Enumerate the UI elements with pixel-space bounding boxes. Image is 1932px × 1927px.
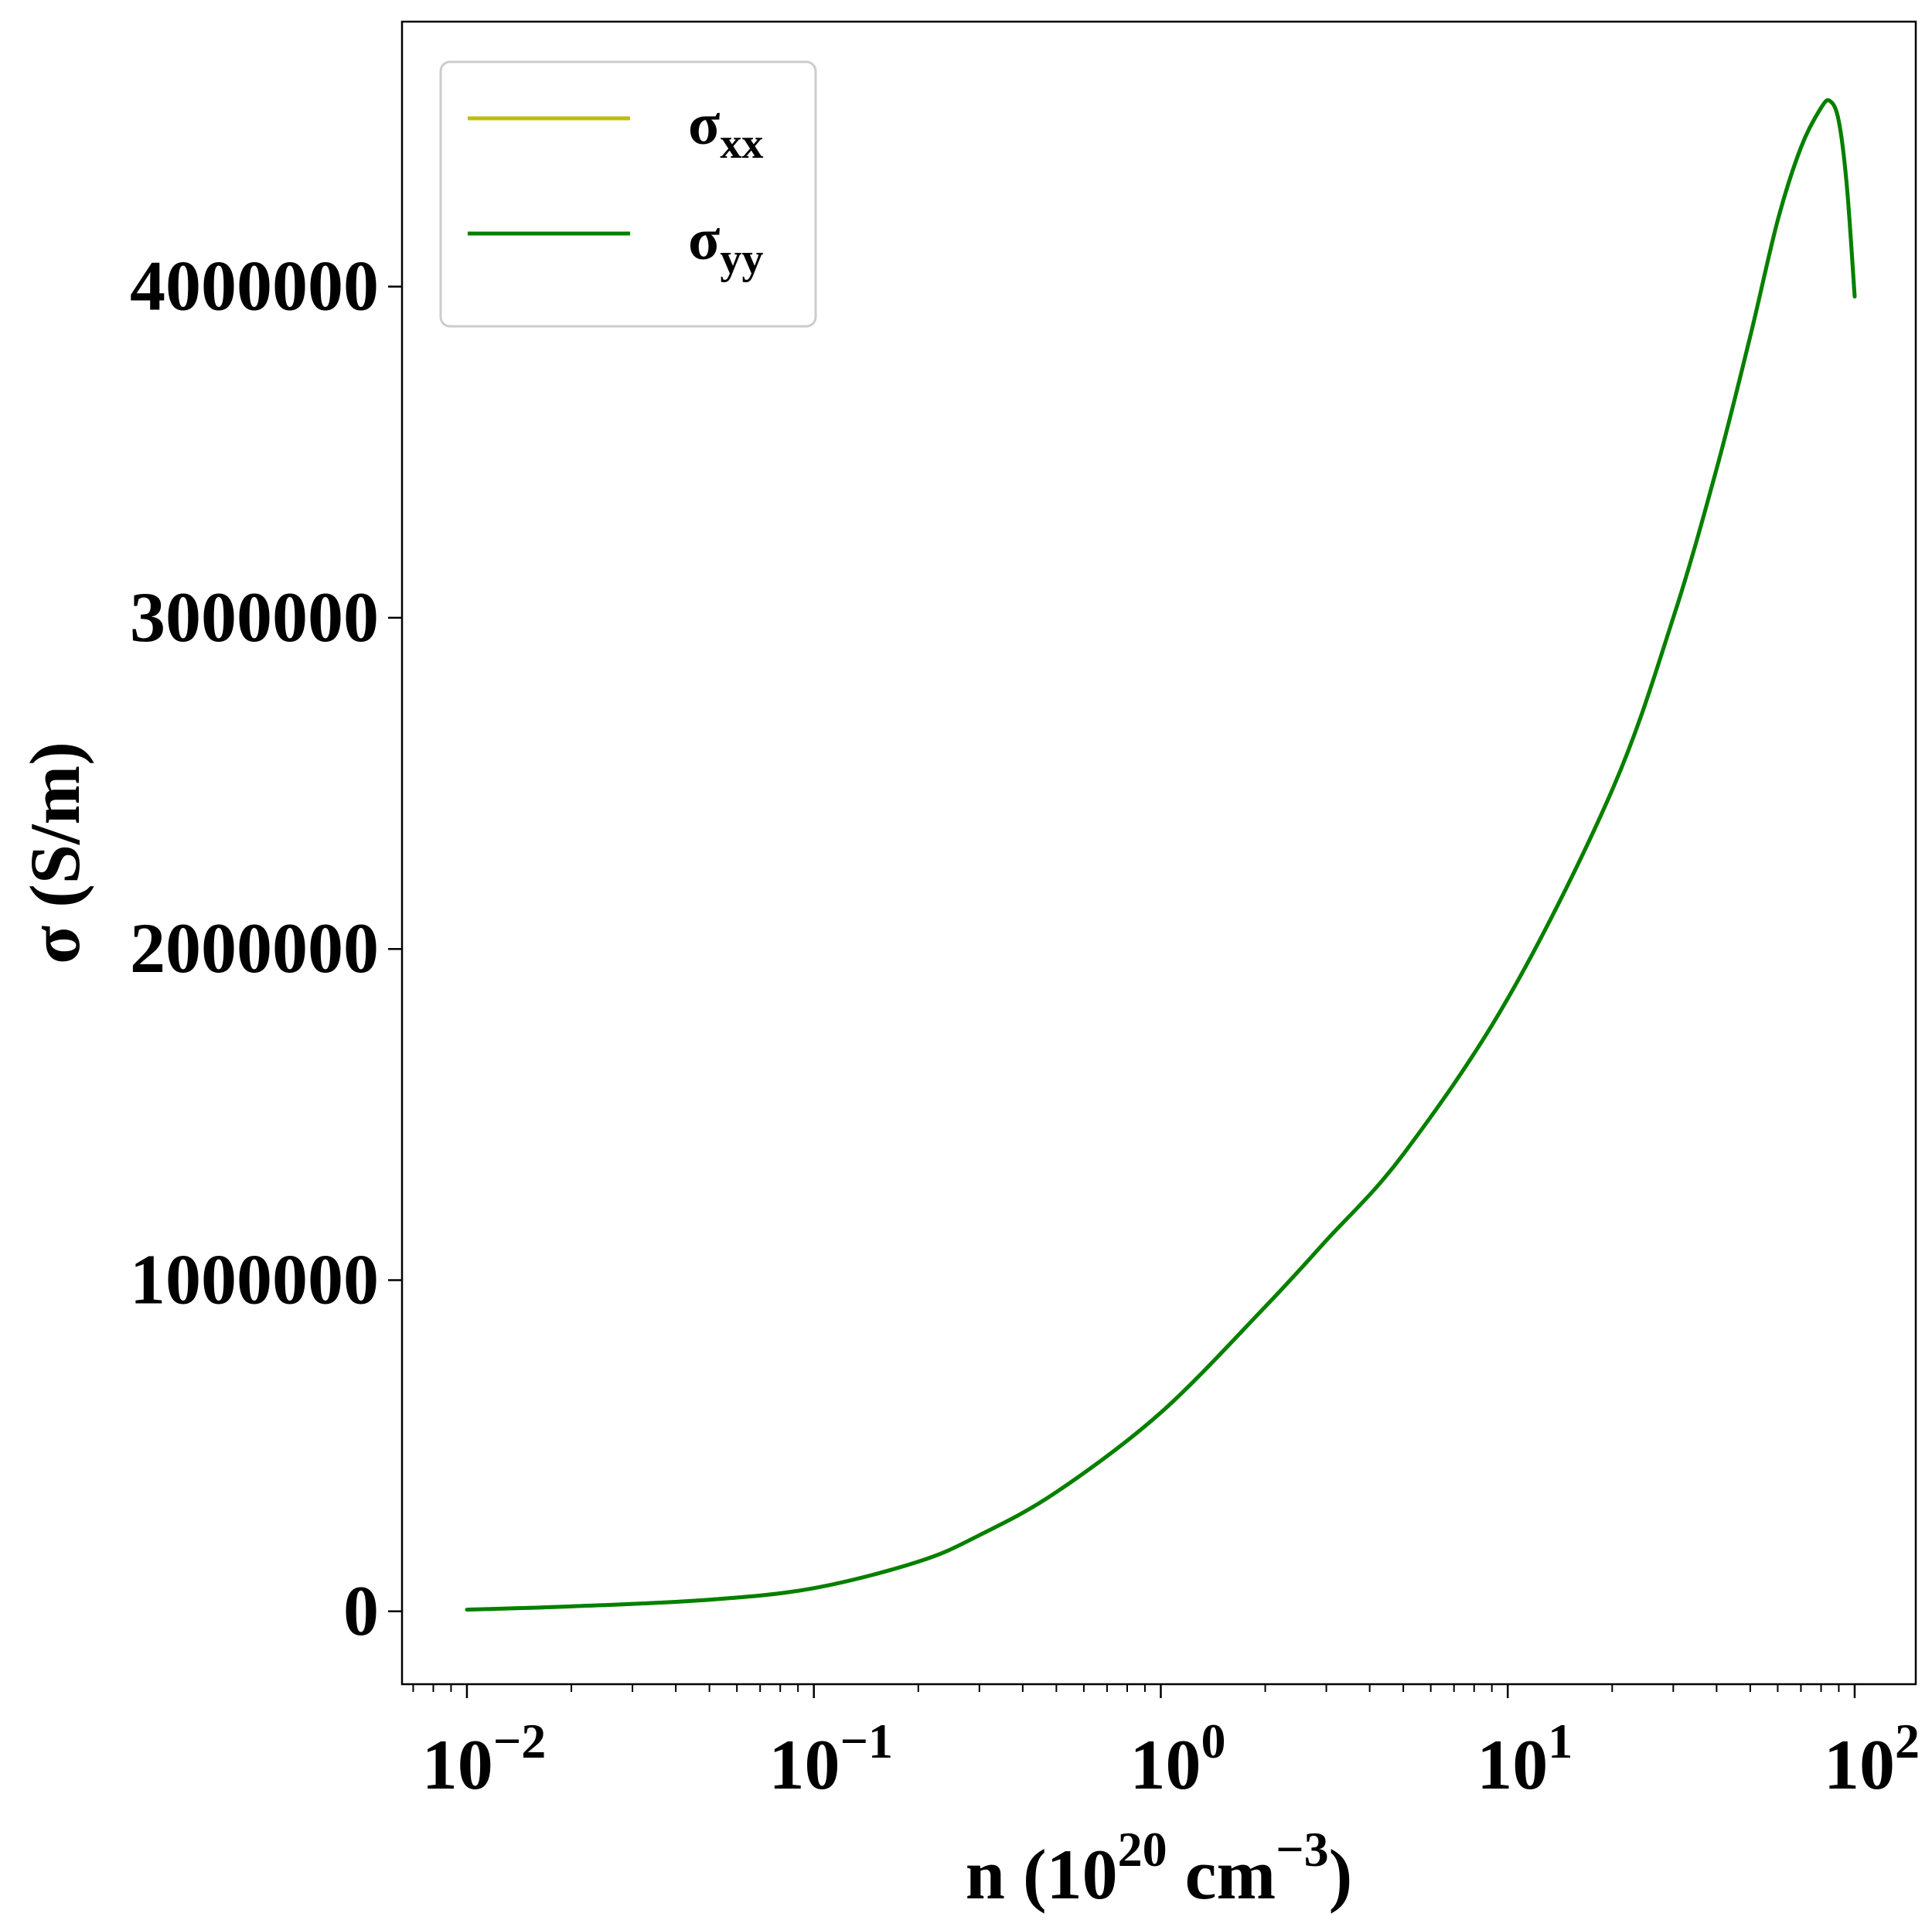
series-line-sigma-yy: [465, 98, 1857, 1612]
plot-frame: [400, 20, 1917, 1686]
x-tick-label-base: 10: [1824, 1725, 1895, 1804]
x-tick-label-base: 10: [1130, 1725, 1201, 1804]
legend-label-sigma-xx-sub: xx: [720, 120, 763, 168]
x-tick-label: 10−2: [422, 1714, 546, 1804]
y-axis-label: σ (S/m): [15, 742, 94, 964]
x-tick-label-base: 10: [768, 1725, 840, 1804]
legend-label-sigma-xx: σxx: [688, 92, 763, 168]
x-axis-label-sup1: 20: [1118, 1822, 1167, 1877]
y-tick-label: 0: [343, 1571, 379, 1650]
x-axis-label-base: n (10: [966, 1835, 1118, 1914]
y-tick-label: 2000000: [130, 909, 379, 987]
x-tick-label-exponent: 0: [1201, 1714, 1225, 1768]
x-axis-label-mid: cm: [1167, 1835, 1276, 1914]
x-tick-label: 100: [1130, 1714, 1225, 1804]
x-axis-label: n (1020 cm−3): [966, 1822, 1352, 1914]
x-tick-label-exponent: −1: [840, 1714, 892, 1768]
y-axis: 0 1000000 2000000 3000000 4000000: [130, 247, 402, 1650]
y-tick-label: 4000000: [130, 247, 379, 326]
x-axis-label-end: ): [1329, 1835, 1353, 1914]
x-tick-label-base: 10: [422, 1725, 493, 1804]
legend-box: [439, 60, 817, 328]
series-layer: [465, 98, 1857, 1612]
x-tick-label-base: 10: [1477, 1725, 1548, 1804]
legend-label-sigma-yy-sub: yy: [720, 235, 763, 283]
legend: σxx σyy: [439, 60, 817, 328]
x-axis: 10−2 10−1 100 101 102: [412, 1684, 1920, 1804]
x-axis-label-sup2: −3: [1276, 1822, 1328, 1877]
legend-label-sigma-yy: σyy: [688, 207, 763, 283]
x-tick-label-exponent: 2: [1895, 1714, 1920, 1768]
legend-label-sigma-yy-base: σ: [688, 207, 720, 272]
x-tick-label: 101: [1477, 1714, 1573, 1804]
x-tick-label: 102: [1824, 1714, 1920, 1804]
x-tick-label-exponent: −2: [493, 1714, 546, 1768]
x-tick-label-exponent: 1: [1548, 1714, 1573, 1768]
legend-label-sigma-xx-base: σ: [688, 92, 720, 157]
y-tick-label: 1000000: [130, 1240, 379, 1318]
x-tick-label: 10−1: [768, 1714, 892, 1804]
y-tick-label: 3000000: [130, 578, 379, 657]
